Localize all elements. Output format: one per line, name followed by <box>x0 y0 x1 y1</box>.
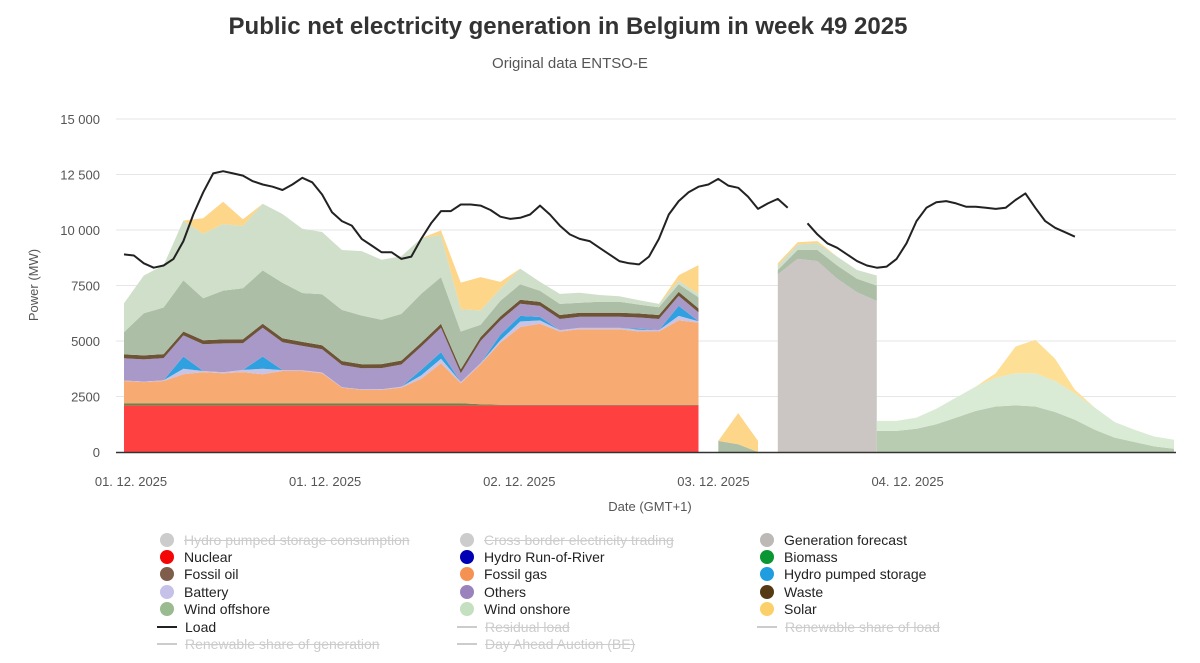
legend-label: Waste <box>784 583 824 600</box>
legend-line-icon <box>157 625 177 628</box>
x-axis-title: Date (GMT+1) <box>608 499 691 514</box>
legend-label: Wind offshore <box>184 601 271 618</box>
legend-dot-icon <box>760 567 774 582</box>
area-generation-forecast <box>777 258 877 452</box>
legend-label: Others <box>484 583 527 600</box>
legend-dot-icon <box>760 549 774 564</box>
legend-item-residual-load[interactable]: Residual load <box>457 618 570 635</box>
load-series <box>123 170 1076 269</box>
legend-line-icon <box>457 642 477 645</box>
area-hydro-pumped-storage <box>124 305 699 390</box>
x-tick-label: 01. 12. 2025 <box>95 474 167 489</box>
legend-label: Nuclear <box>184 548 233 565</box>
legend-label: Solar <box>784 601 817 618</box>
area-wind-onshore <box>876 373 1174 449</box>
x-tick-label: 02. 12. 2025 <box>483 474 555 489</box>
legend-item-load[interactable]: Load <box>157 618 217 635</box>
area-wind-offshore <box>777 250 877 301</box>
legend-item-waste[interactable]: Waste <box>760 583 823 600</box>
legend-label: Day Ahead Auction (BE) <box>485 635 636 652</box>
area-wind-offshore <box>718 440 758 452</box>
legend-line-icon <box>757 625 777 628</box>
legend-item-fossil-gas[interactable]: Fossil gas <box>460 566 547 583</box>
area-fossil-gas <box>124 320 699 405</box>
legend-label: Residual load <box>485 618 570 635</box>
x-tick-label: 04. 12. 2025 <box>871 474 943 489</box>
legend-label: Renewable share of generation <box>185 635 380 652</box>
legend-label: Hydro pumped storage consumption <box>184 531 410 548</box>
x-tick-label: 03. 12. 2025 <box>677 474 749 489</box>
y-tick-label: 5000 <box>71 334 100 349</box>
stacked-areas <box>124 201 1174 452</box>
legend-item-generation-forecast[interactable]: Generation forecast <box>760 531 907 548</box>
legend-dot-icon <box>160 584 174 599</box>
legend-dot-icon <box>160 602 174 617</box>
legend-item-others[interactable]: Others <box>460 583 526 600</box>
legend-label: Fossil gas <box>484 566 548 583</box>
area-wind-offshore <box>124 270 699 370</box>
legend-dot-icon <box>460 532 474 547</box>
load-line <box>123 170 1076 269</box>
legend-dot-icon <box>760 532 774 547</box>
y-tick-label: 0 <box>93 445 100 460</box>
legend-dot-icon <box>160 549 174 564</box>
legend-item-renewable-share-of-load[interactable]: Renewable share of load <box>757 618 940 635</box>
chart-plot: 0 2500 5000 7500 10 000 12 500 15 000 01. 12. … <box>26 112 1176 514</box>
y-tick-label: 7500 <box>71 279 100 294</box>
area-nuclear <box>124 405 699 452</box>
legend-dot-icon <box>460 549 474 564</box>
y-tick-label: 15 000 <box>60 112 100 127</box>
x-tick-label: 01. 12. 2025 <box>289 474 361 489</box>
legend-item-hydro-pumped-storage[interactable]: Hydro pumped storage <box>760 566 926 583</box>
legend-item-hydro-run-of-river[interactable]: Hydro Run-of-River <box>460 548 605 565</box>
legend-item-day-ahead-auction-be-[interactable]: Day Ahead Auction (BE) <box>457 635 636 652</box>
area-battery <box>124 315 699 390</box>
legend-label: Biomass <box>784 548 838 565</box>
legend-item-hydro-pumped-storage-consumption[interactable]: Hydro pumped storage consumption <box>160 531 410 548</box>
y-tick-label: 12 500 <box>60 168 100 183</box>
legend-label: Fossil oil <box>184 566 239 583</box>
y-tick-label: 10 000 <box>60 223 100 238</box>
legend-label: Wind onshore <box>484 601 571 618</box>
chart-title: Public net electricity generation in Bel… <box>228 13 908 40</box>
area-wind-onshore <box>124 203 699 333</box>
legend-label: Renewable share of load <box>785 618 940 635</box>
area-others <box>124 295 699 390</box>
legend-label: Load <box>185 618 217 635</box>
legend-item-biomass[interactable]: Biomass <box>760 548 838 565</box>
legend-item-cross-border-electricity-trading[interactable]: Cross border electricity trading <box>460 531 674 548</box>
legend-item-fossil-oil[interactable]: Fossil oil <box>160 566 238 583</box>
legend-dot-icon <box>760 584 774 599</box>
area-waste <box>124 291 699 374</box>
legend-item-nuclear[interactable]: Nuclear <box>160 548 232 565</box>
legend-line-icon <box>157 642 177 645</box>
legend-dot-icon <box>460 584 474 599</box>
legend-item-battery[interactable]: Battery <box>160 583 228 600</box>
legend-dot-icon <box>160 532 174 547</box>
legend-label: Battery <box>184 583 229 600</box>
legend-dot-icon <box>460 602 474 617</box>
legend-item-wind-offshore[interactable]: Wind offshore <box>160 601 270 618</box>
legend-item-wind-onshore[interactable]: Wind onshore <box>460 601 570 618</box>
x-axis-ticks: 01. 12. 2025 01. 12. 2025 02. 12. 2025 03. … <box>95 474 944 489</box>
legend-label: Generation forecast <box>784 531 907 548</box>
y-axis-ticks: 0 2500 5000 7500 10 000 12 500 15 000 <box>60 112 100 460</box>
legend-line-icon <box>457 625 477 628</box>
legend-label: Cross border electricity trading <box>484 531 674 548</box>
legend-label: Hydro pumped storage <box>784 566 927 583</box>
area-solar <box>718 413 758 452</box>
chart-subtitle: Original data ENTSO-E <box>492 55 648 72</box>
legend-dot-icon <box>760 602 774 617</box>
area-wind-offshore <box>876 405 1174 452</box>
legend-item-solar[interactable]: Solar <box>760 601 817 618</box>
area-solar <box>876 339 1174 440</box>
y-axis-title: Power (MW) <box>26 249 41 321</box>
legend-dot-icon <box>160 567 174 582</box>
y-tick-label: 2500 <box>71 390 100 405</box>
area-wind-onshore <box>777 243 877 286</box>
area-biomass <box>124 403 699 406</box>
legend-dot-icon <box>460 567 474 582</box>
legend-label: Hydro Run-of-River <box>484 548 605 565</box>
legend-item-renewable-share-of-generation[interactable]: Renewable share of generation <box>157 635 380 652</box>
